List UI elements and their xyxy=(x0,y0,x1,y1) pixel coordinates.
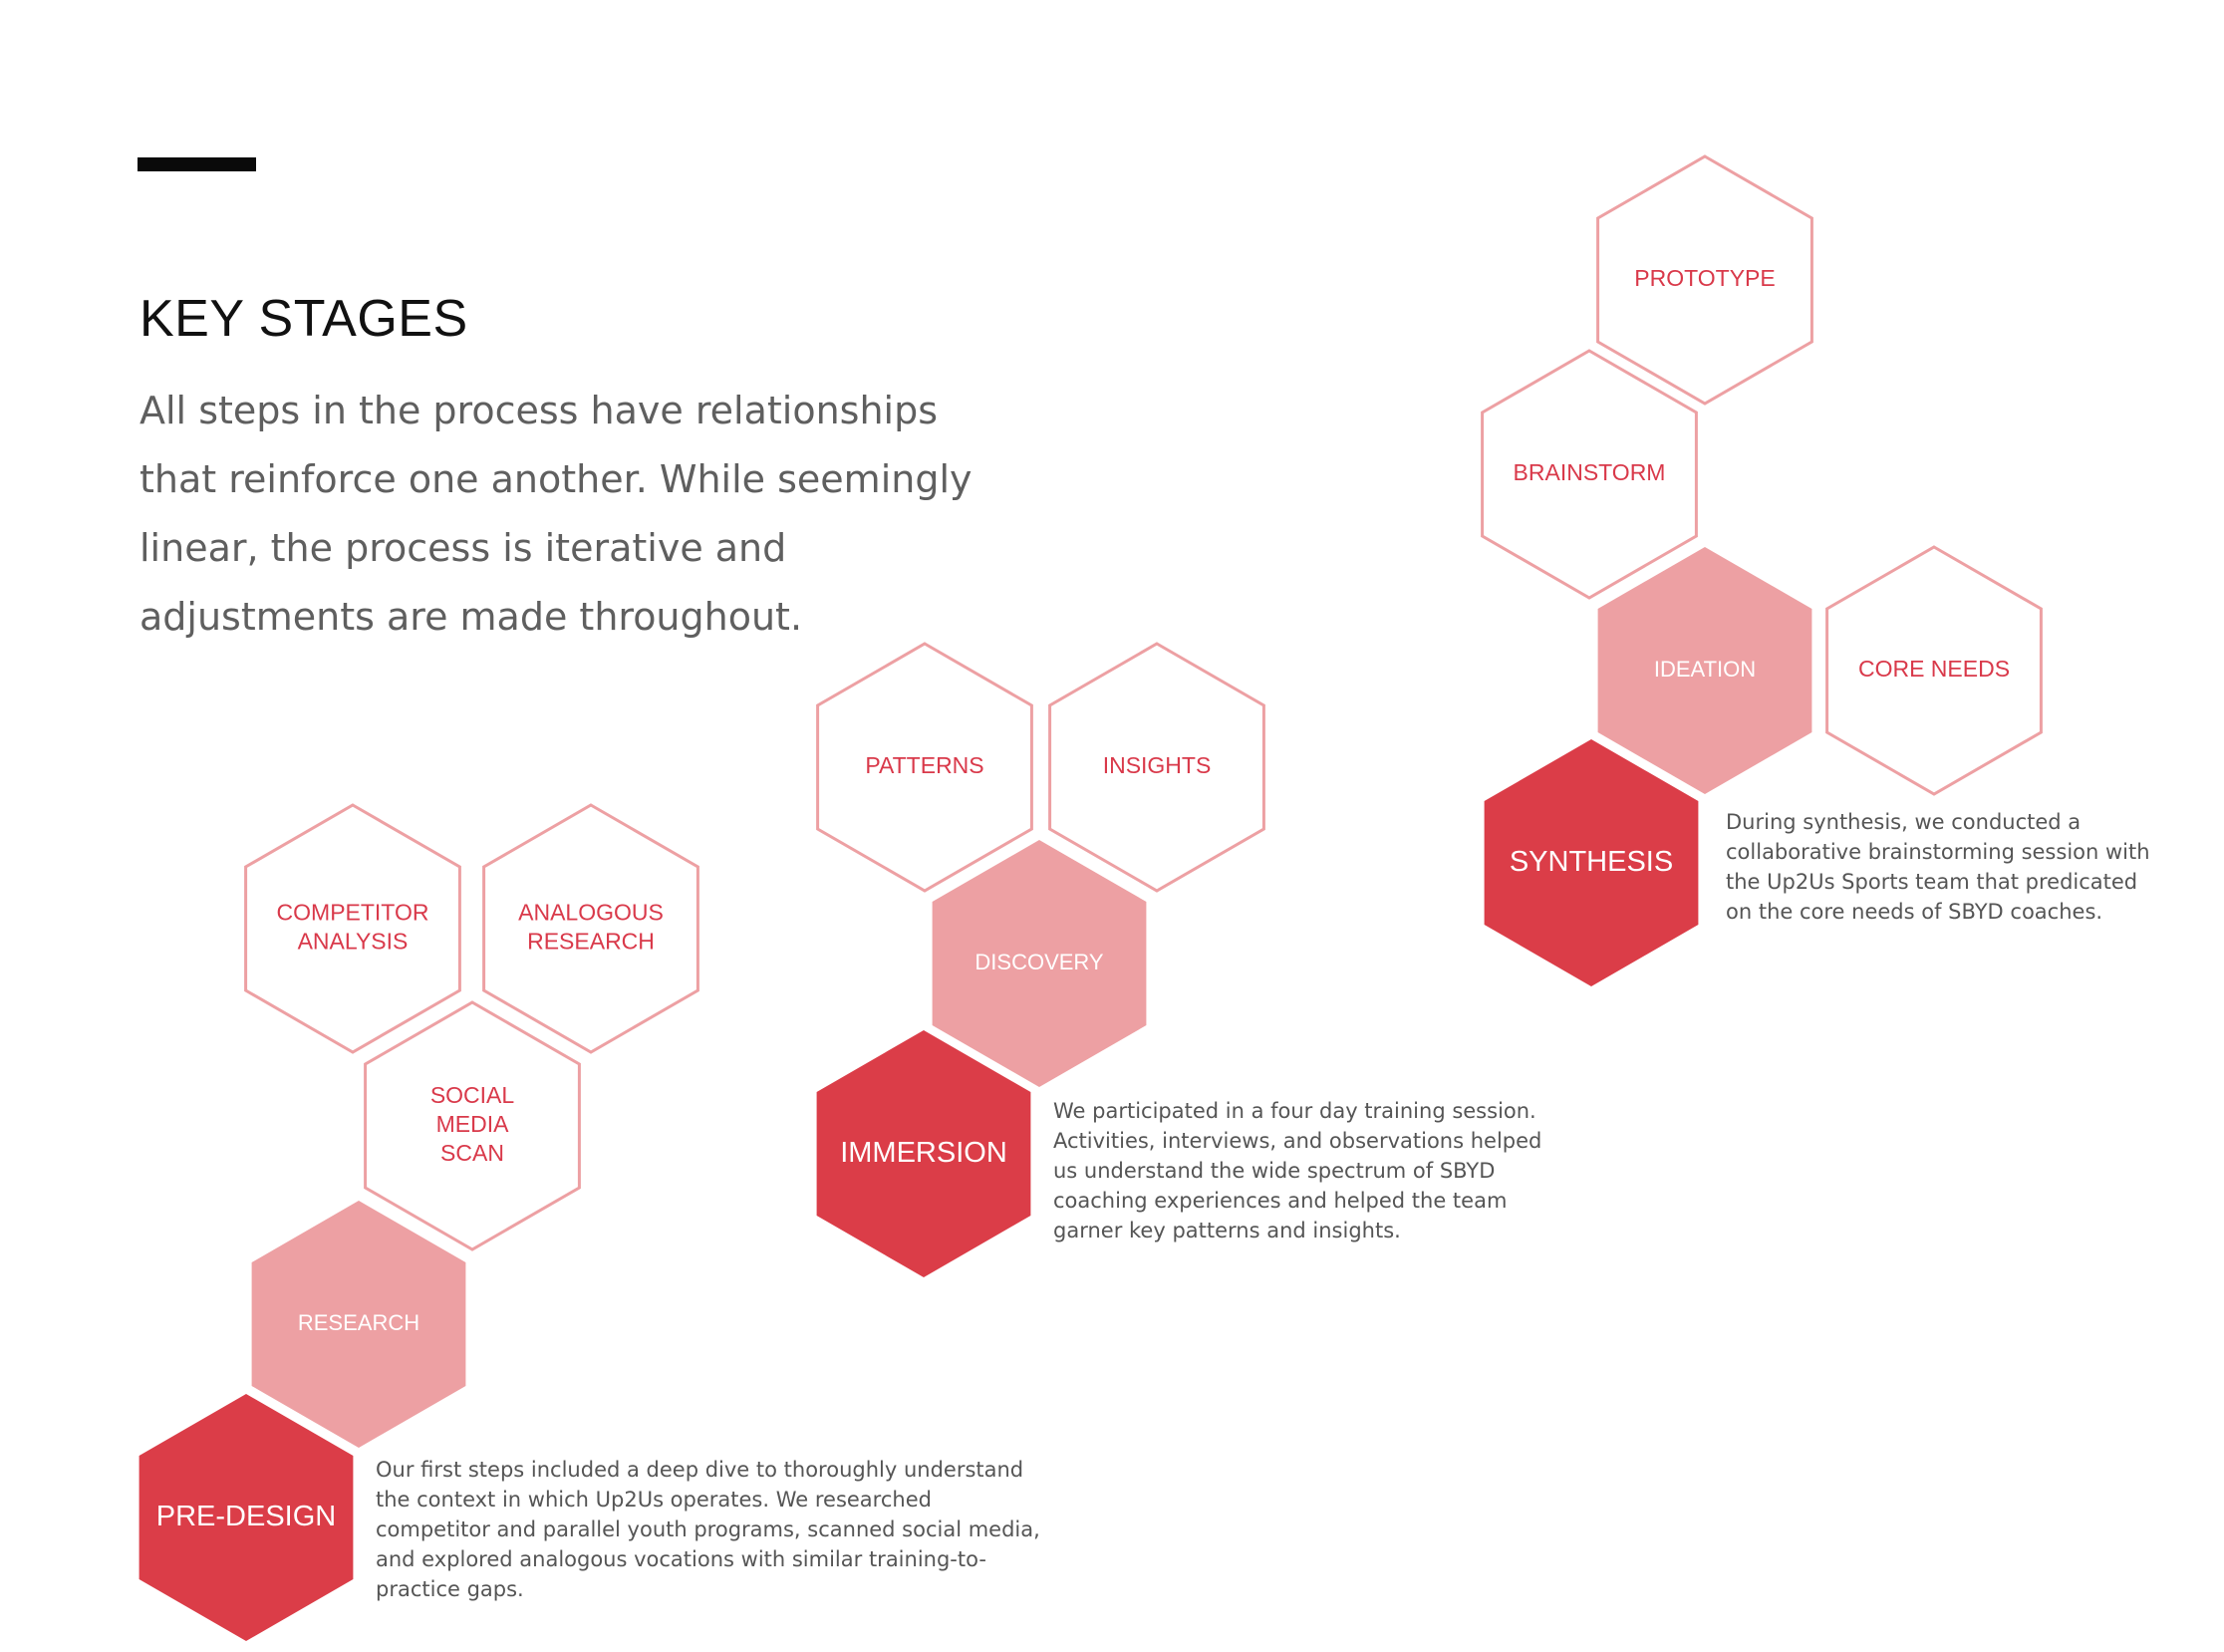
synthesis-description: During synthesis, we conducted a collabo… xyxy=(1726,810,2150,924)
immersion-description: We participated in a four day training s… xyxy=(1053,1099,1542,1242)
hexagon-shape xyxy=(251,1201,466,1448)
hexagon-discovery: DISCOVERY xyxy=(932,840,1147,1087)
hexagon-shape xyxy=(1048,642,1265,893)
hexagon-label: PROTOTYPE xyxy=(1634,265,1775,291)
hexagon-patterns: PATTERNS xyxy=(816,642,1033,893)
hexagon-immersion: IMMERSION xyxy=(816,1030,1031,1277)
hexagon-synthesis: SYNTHESIS xyxy=(1484,739,1699,986)
hexagon-core-needs: CORE NEEDS xyxy=(1825,545,2043,796)
hexagon-pre-design: PRE-DESIGN xyxy=(139,1394,354,1641)
hexagon-label: INSIGHTS xyxy=(1103,752,1212,778)
hexagon-label: IDEATION xyxy=(1654,657,1756,682)
hexagon-shape xyxy=(244,803,461,1054)
hexagon-shape xyxy=(816,642,1033,893)
hexagon-prototype: PROTOTYPE xyxy=(1596,154,1813,406)
hexagon-shape xyxy=(1597,547,1812,794)
pre-design-description: Our first steps included a deep dive to … xyxy=(376,1458,1040,1601)
hexagon-shape xyxy=(1596,154,1813,406)
hexagon-research: RESEARCH xyxy=(251,1201,466,1448)
hexagon-social-media-scan: SOCIAL MEDIA SCAN xyxy=(364,1000,581,1251)
accent-bar xyxy=(138,157,256,171)
intro-paragraph: All steps in the process have relationsh… xyxy=(139,389,973,639)
hexagon-label: RESEARCH xyxy=(298,1310,419,1335)
hexagon-analogous-research: ANALOGOUS RESEARCH xyxy=(482,803,699,1054)
hexagon-label: SYNTHESIS xyxy=(1510,846,1673,878)
hexagon-insights: INSIGHTS xyxy=(1048,642,1265,893)
hexagon-shape xyxy=(364,1000,581,1251)
hexagon-shape xyxy=(932,840,1147,1087)
hexagon-shape xyxy=(1481,349,1698,600)
hexagon-label: ANALOGOUS RESEARCH xyxy=(518,900,664,955)
hexagon-ideation: IDEATION xyxy=(1597,547,1812,794)
hexagon-shape xyxy=(139,1394,354,1641)
hexagon-label: COMPETITOR ANALYSIS xyxy=(277,900,429,955)
hexagon-brainstorm: BRAINSTORM xyxy=(1481,349,1698,600)
page-title: KEY STAGES xyxy=(139,290,468,348)
hexagon-label: BRAINSTORM xyxy=(1514,459,1666,485)
hexagon-shape xyxy=(1825,545,2043,796)
hexagon-label: PATTERNS xyxy=(865,752,983,778)
hexagon-label: SOCIAL MEDIA SCAN xyxy=(430,1082,515,1166)
hexagon-label: IMMERSION xyxy=(840,1137,1007,1169)
hexagon-shape xyxy=(1484,739,1699,986)
hexagon-shape xyxy=(816,1030,1031,1277)
hexagon-label: CORE NEEDS xyxy=(1858,656,2010,682)
hexagon-label: DISCOVERY xyxy=(974,950,1104,974)
hexagon-competitor-analysis: COMPETITOR ANALYSIS xyxy=(244,803,461,1054)
hexagon-shape xyxy=(482,803,699,1054)
hexagon-label: PRE-DESIGN xyxy=(156,1501,336,1532)
